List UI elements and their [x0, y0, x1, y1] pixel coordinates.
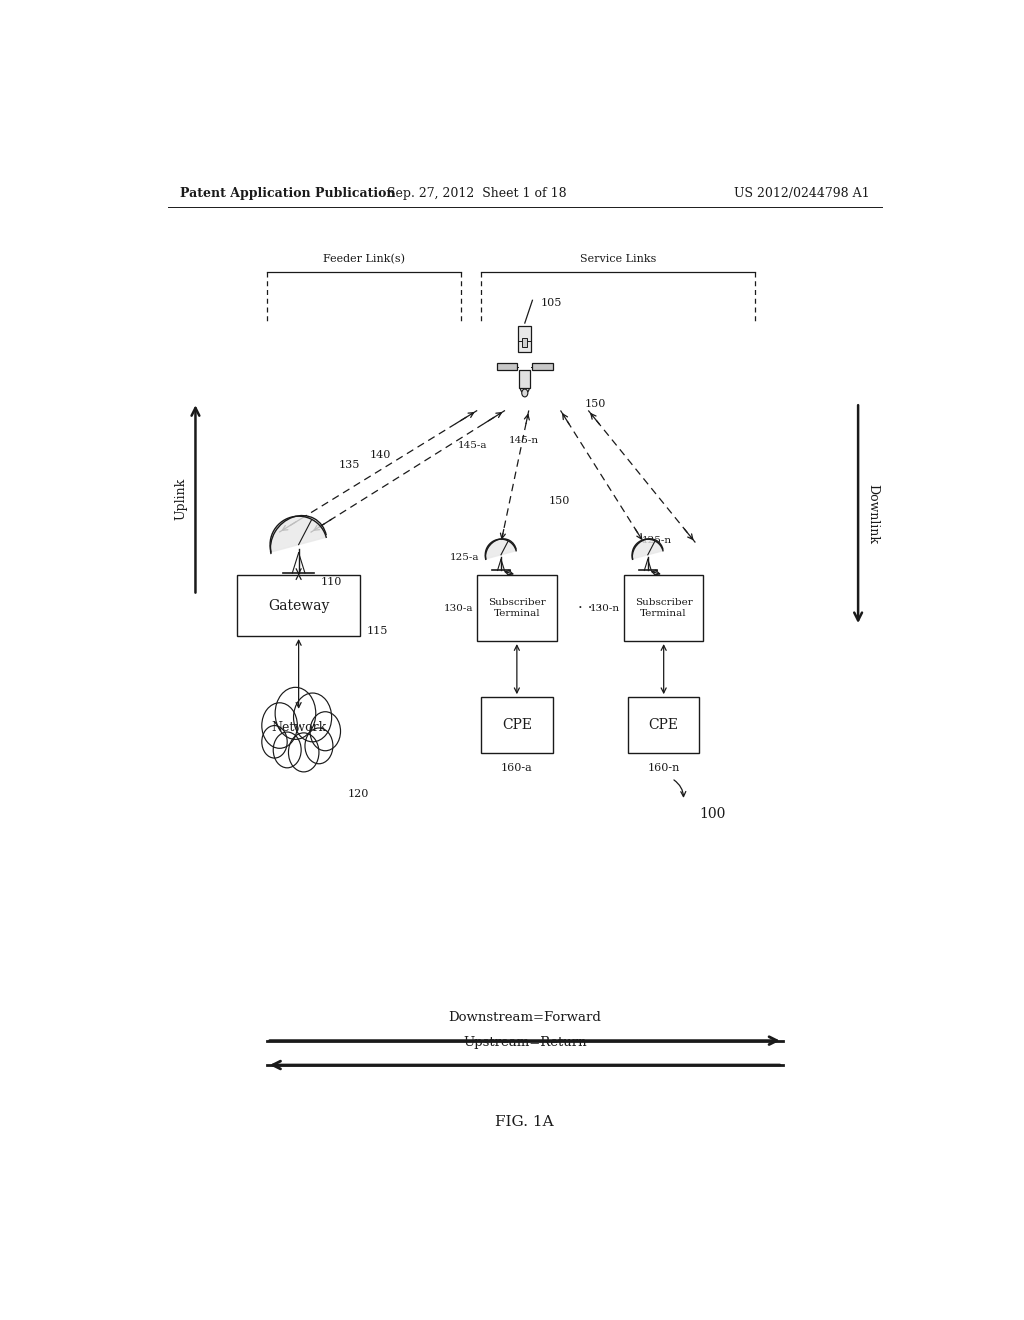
Text: 150: 150 — [585, 400, 605, 409]
Text: CPE: CPE — [502, 718, 531, 733]
Text: 150: 150 — [549, 496, 570, 506]
FancyBboxPatch shape — [481, 697, 553, 752]
Text: Subscriber
Terminal: Subscriber Terminal — [488, 598, 546, 618]
FancyBboxPatch shape — [532, 363, 553, 370]
Circle shape — [275, 688, 315, 739]
Circle shape — [305, 729, 333, 764]
FancyBboxPatch shape — [519, 370, 530, 388]
Text: 125-n: 125-n — [641, 536, 672, 545]
Polygon shape — [485, 539, 516, 558]
Text: 110: 110 — [321, 577, 342, 587]
Text: CPE: CPE — [648, 718, 679, 733]
Text: 120: 120 — [348, 788, 370, 799]
Circle shape — [262, 702, 297, 748]
FancyBboxPatch shape — [497, 363, 517, 370]
Text: Downlink: Downlink — [866, 484, 879, 544]
Text: 160-a: 160-a — [501, 763, 532, 774]
Text: Gateway: Gateway — [268, 598, 330, 612]
Text: Subscriber
Terminal: Subscriber Terminal — [635, 598, 692, 618]
FancyBboxPatch shape — [518, 326, 531, 352]
Circle shape — [310, 711, 341, 751]
FancyBboxPatch shape — [522, 338, 527, 347]
Circle shape — [522, 389, 527, 397]
Text: Upstream=Return: Upstream=Return — [463, 1036, 587, 1049]
Text: 145-a: 145-a — [458, 441, 486, 450]
Text: 135: 135 — [338, 461, 359, 470]
Text: US 2012/0244798 A1: US 2012/0244798 A1 — [734, 187, 870, 201]
Text: 145-n: 145-n — [509, 436, 539, 445]
Text: · · ·: · · · — [579, 601, 602, 615]
FancyBboxPatch shape — [624, 576, 703, 642]
FancyBboxPatch shape — [238, 576, 360, 636]
Text: Service Links: Service Links — [580, 255, 656, 264]
Text: 140: 140 — [370, 450, 391, 461]
Text: FIG. 1A: FIG. 1A — [496, 1115, 554, 1129]
Text: 130-a: 130-a — [443, 603, 473, 612]
Circle shape — [273, 733, 301, 768]
Text: 125-a: 125-a — [450, 553, 479, 562]
Circle shape — [289, 733, 318, 772]
Text: 160-n: 160-n — [647, 763, 680, 774]
FancyBboxPatch shape — [477, 576, 557, 642]
Polygon shape — [632, 539, 663, 558]
Text: 115: 115 — [367, 626, 388, 636]
Circle shape — [294, 693, 332, 742]
Text: Patent Application Publication: Patent Application Publication — [179, 187, 395, 201]
Circle shape — [262, 726, 287, 758]
Text: Network: Network — [271, 721, 327, 734]
Text: Downstream=Forward: Downstream=Forward — [449, 1011, 601, 1024]
Text: 105: 105 — [541, 298, 562, 308]
Text: 130-n: 130-n — [590, 603, 620, 612]
Polygon shape — [270, 516, 327, 552]
Text: Sep. 27, 2012  Sheet 1 of 18: Sep. 27, 2012 Sheet 1 of 18 — [387, 187, 567, 201]
Text: Feeder Link(s): Feeder Link(s) — [324, 253, 406, 264]
Text: Uplink: Uplink — [175, 478, 187, 520]
Text: 100: 100 — [699, 807, 726, 821]
FancyBboxPatch shape — [628, 697, 699, 752]
